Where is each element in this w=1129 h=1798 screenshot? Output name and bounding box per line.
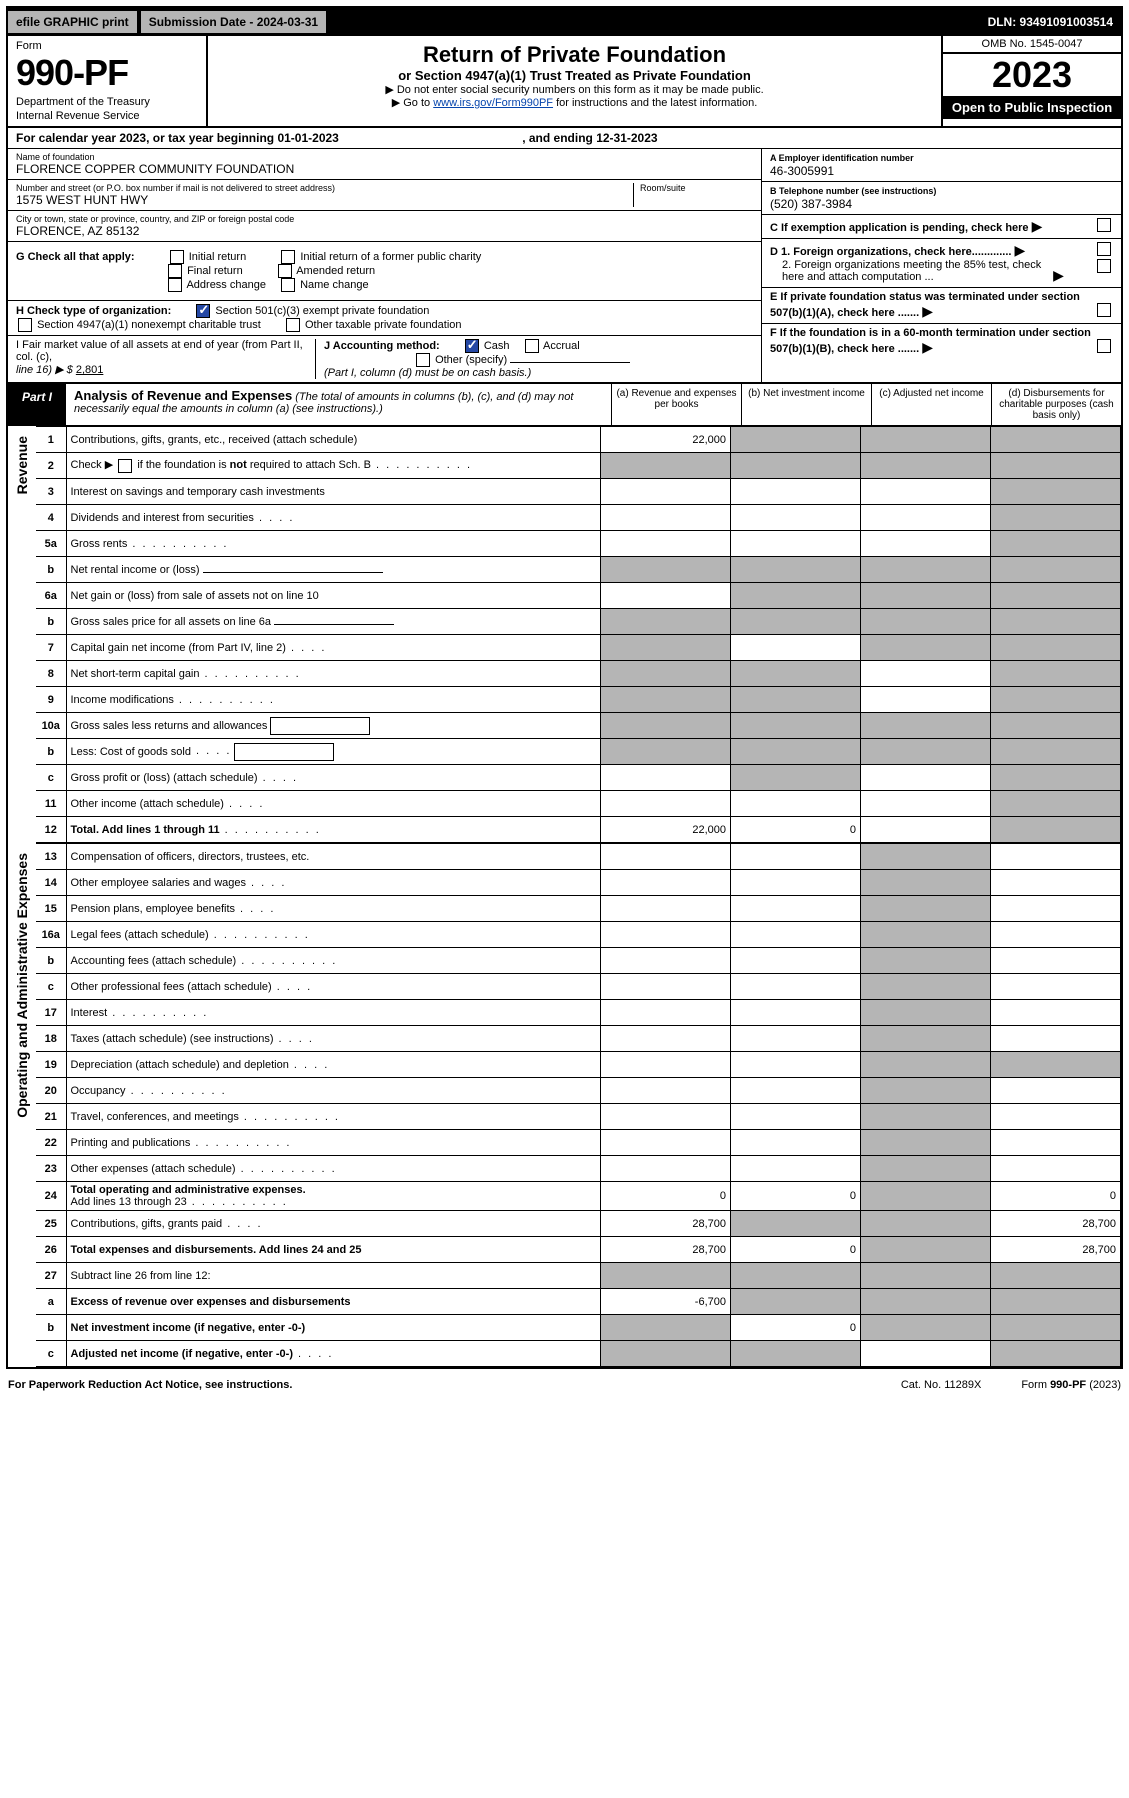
efile-label: efile GRAPHIC print	[8, 11, 137, 33]
col-c-hdr: (c) Adjusted net income	[871, 384, 991, 425]
instruct-2: ▶ Go to www.irs.gov/Form990PF for instru…	[214, 96, 935, 109]
form-label: Form	[16, 40, 198, 52]
form-number: 990-PF	[16, 52, 198, 94]
addr-label: Number and street (or P.O. box number if…	[16, 183, 633, 193]
fmv-value: 2,801	[76, 364, 104, 376]
chk-4947[interactable]	[18, 318, 32, 332]
topbar: efile GRAPHIC print Submission Date - 20…	[8, 8, 1121, 36]
instruct-1: ▶ Do not enter social security numbers o…	[214, 83, 935, 96]
col-b-hdr: (b) Net investment income	[741, 384, 871, 425]
chk-name[interactable]	[281, 278, 295, 292]
chk-d1[interactable]	[1097, 242, 1111, 256]
form-container: efile GRAPHIC print Submission Date - 20…	[6, 6, 1123, 1369]
c-label: C If exemption application is pending, c…	[770, 222, 1029, 234]
d2-label: 2. Foreign organizations meeting the 85%…	[770, 259, 1050, 283]
ein-label: A Employer identification number	[770, 153, 914, 163]
header: Form 990-PF Department of the Treasury I…	[8, 36, 1121, 128]
calendar-year-row: For calendar year 2023, or tax year begi…	[8, 128, 1121, 149]
omb-number: OMB No. 1545-0047	[943, 36, 1121, 54]
room-label: Room/suite	[640, 183, 753, 193]
part1-header: Part I Analysis of Revenue and Expenses …	[8, 382, 1121, 426]
open-inspection: Open to Public Inspection	[943, 96, 1121, 119]
chk-e[interactable]	[1097, 303, 1111, 317]
chk-initial-former[interactable]	[281, 250, 295, 264]
chk-accrual[interactable]	[525, 339, 539, 353]
chk-501c3[interactable]	[196, 304, 210, 318]
city-label: City or town, state or province, country…	[16, 214, 753, 224]
chk-c[interactable]	[1097, 218, 1111, 232]
info-section: Name of foundation FLORENCE COPPER COMMU…	[8, 149, 1121, 382]
chk-amended[interactable]	[278, 264, 292, 278]
chk-other-method[interactable]	[416, 353, 430, 367]
dln: DLN: 93491091003514	[980, 11, 1121, 33]
street-address: 1575 WEST HUNT HWY	[16, 193, 633, 207]
form-title: Return of Private Foundation	[214, 42, 935, 68]
form-ref: Form 990-PF (2023)	[1021, 1379, 1121, 1391]
d1-label: D 1. Foreign organizations, check here..…	[770, 246, 1011, 258]
revenue-side: Revenue	[8, 426, 36, 843]
name-label: Name of foundation	[16, 152, 753, 162]
expenses-table: 13Compensation of officers, directors, t…	[36, 843, 1121, 1367]
chk-d2[interactable]	[1097, 259, 1111, 273]
footer: For Paperwork Reduction Act Notice, see …	[0, 1375, 1129, 1395]
dept-treasury: Department of the Treasury	[16, 96, 198, 108]
chk-schb[interactable]	[118, 459, 132, 473]
expenses-side: Operating and Administrative Expenses	[8, 843, 36, 1367]
chk-other-taxable[interactable]	[286, 318, 300, 332]
col-a-hdr: (a) Revenue and expenses per books	[611, 384, 741, 425]
chk-initial[interactable]	[170, 250, 184, 264]
foundation-name: FLORENCE COPPER COMMUNITY FOUNDATION	[16, 162, 753, 176]
tax-year: 2023	[943, 54, 1121, 96]
paperwork-notice: For Paperwork Reduction Act Notice, see …	[8, 1379, 292, 1391]
g-label: G Check all that apply:	[16, 251, 135, 263]
revenue-section: Revenue 1Contributions, gifts, grants, e…	[8, 426, 1121, 843]
dept-irs: Internal Revenue Service	[16, 110, 198, 122]
revenue-table: 1Contributions, gifts, grants, etc., rec…	[36, 426, 1121, 843]
j-note: (Part I, column (d) must be on cash basi…	[324, 367, 531, 379]
ein-value: 46-3005991	[770, 164, 1113, 178]
tel-value: (520) 387-3984	[770, 197, 1113, 211]
expenses-section: Operating and Administrative Expenses 13…	[8, 843, 1121, 1367]
chk-f[interactable]	[1097, 339, 1111, 353]
city-state-zip: FLORENCE, AZ 85132	[16, 224, 753, 238]
tel-label: B Telephone number (see instructions)	[770, 186, 936, 196]
j-label: J Accounting method:	[324, 340, 440, 352]
form-subtitle: or Section 4947(a)(1) Trust Treated as P…	[214, 68, 935, 83]
irs-link[interactable]: www.irs.gov/Form990PF	[433, 97, 553, 109]
chk-address[interactable]	[168, 278, 182, 292]
part1-tag: Part I	[8, 384, 66, 425]
h-label: H Check type of organization:	[16, 305, 171, 317]
col-d-hdr: (d) Disbursements for charitable purpose…	[991, 384, 1121, 425]
i-label: I Fair market value of all assets at end…	[16, 339, 303, 363]
submission-date: Submission Date - 2024-03-31	[141, 11, 326, 33]
cat-no: Cat. No. 11289X	[901, 1379, 982, 1391]
chk-cash[interactable]	[465, 339, 479, 353]
chk-final[interactable]	[168, 264, 182, 278]
